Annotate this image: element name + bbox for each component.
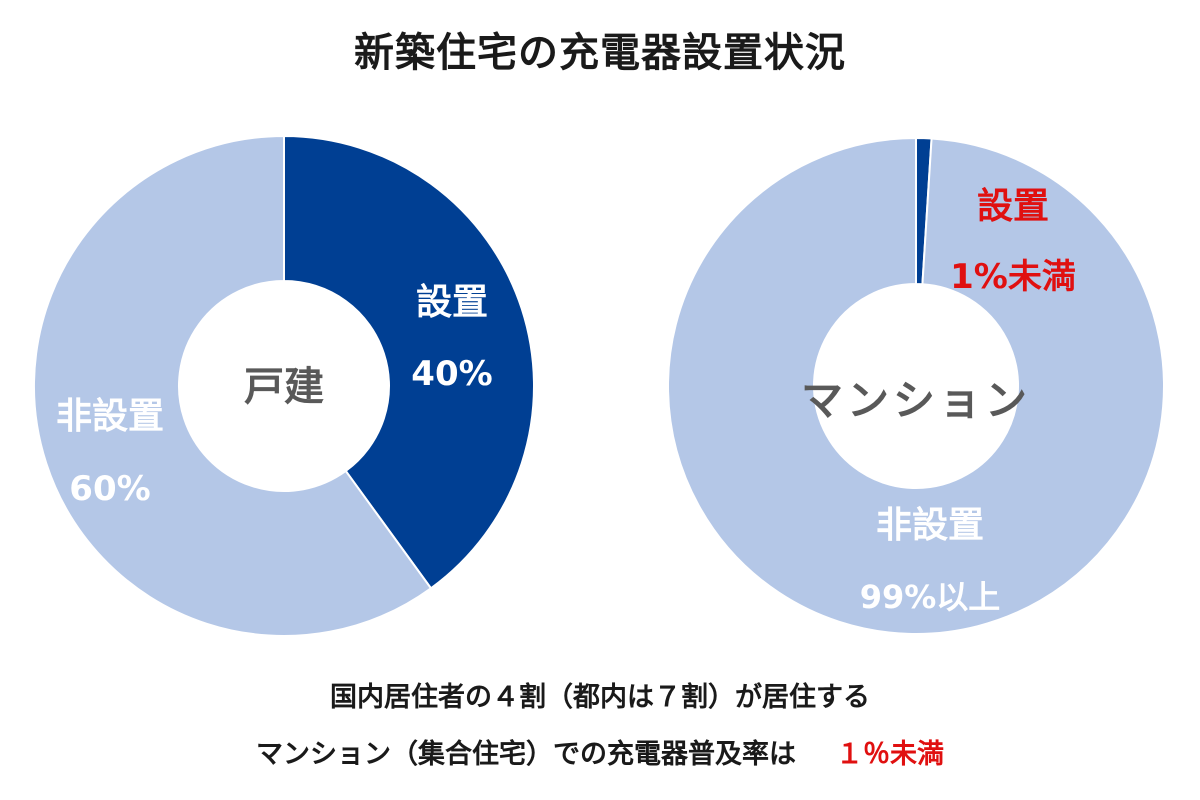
donut-chart-detached: 戸建 設置 40% 非設置 60% [32, 134, 535, 637]
slice-value-not-installed-detached: 60% [69, 469, 150, 509]
slice-not-installed-apartment [667, 136, 1165, 635]
slice-label-not-installed-apartment: 非設置 [876, 505, 984, 546]
center-label-detached: 戸建 [244, 364, 324, 410]
slice-installed-detached [283, 134, 535, 590]
slice-label-installed-apartment: 設置 [977, 186, 1049, 227]
donut-chart-apartment: マンション 設置 1%未満 非設置 99%以上 [667, 136, 1165, 635]
slice-not-installed-detached [32, 134, 433, 637]
footnote-highlight: １％未満 [836, 739, 944, 770]
slice-label-not-installed-detached: 非設置 [56, 396, 164, 437]
footnote-line-2: マンション（集合住宅）での充電器普及率は １％未満 [0, 732, 1200, 771]
slice-label-installed-detached: 設置 [416, 282, 488, 323]
chart-title: 新築住宅の充電器設置状況 [354, 30, 846, 76]
footnote-line-2-text: マンション（集合住宅）での充電器普及率は [256, 739, 796, 770]
footnote-line-1: 国内居住者の４割（都内は７割）が居住する [330, 682, 870, 713]
center-label-apartment: マンション [801, 376, 1031, 425]
slice-value-installed-detached: 40% [411, 354, 492, 394]
slice-value-not-installed-apartment: 99%以上 [860, 578, 1001, 616]
slice-value-installed-apartment: 1%未満 [950, 257, 1076, 297]
